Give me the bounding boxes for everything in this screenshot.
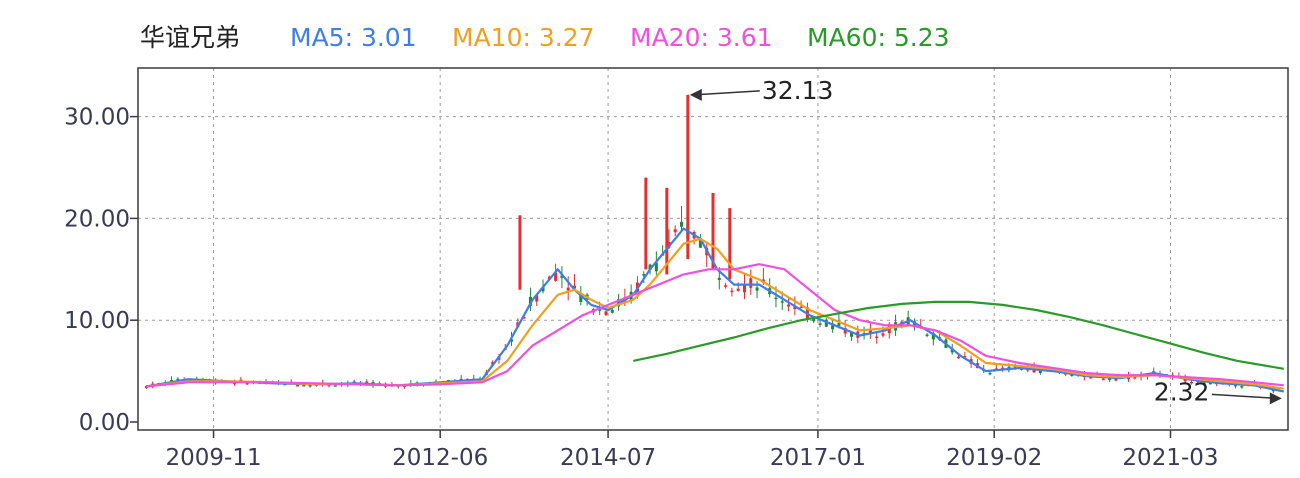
legend-ma10: MA10: 3.27 <box>452 23 595 52</box>
candle-body <box>837 323 841 326</box>
candle-body <box>541 286 545 292</box>
annotations: 32.13 2.32 <box>689 76 1282 406</box>
candle-body <box>560 275 564 278</box>
candle-body <box>925 334 929 337</box>
candle-body <box>875 336 879 338</box>
candle-body <box>1114 378 1118 381</box>
candle-body <box>245 382 249 385</box>
ma-line-0 <box>146 227 1285 393</box>
candle-body <box>900 321 904 324</box>
annotation-arrowhead <box>689 88 702 101</box>
candle-body <box>644 177 648 270</box>
candle-body <box>818 323 822 325</box>
x-tick-label: 2014-07 <box>560 445 656 471</box>
candle-body <box>711 192 715 270</box>
candle-body <box>1108 378 1112 380</box>
candle-body <box>1202 382 1206 385</box>
candle-body <box>1101 378 1105 381</box>
ma-line-1 <box>146 237 1284 390</box>
candlesticks <box>144 94 1275 394</box>
candle-body <box>912 321 916 328</box>
annotation-max-label: 32.13 <box>762 76 834 105</box>
chart-title: 华谊兄弟 <box>140 23 240 52</box>
candle-body <box>302 385 306 387</box>
candle-body <box>787 304 791 307</box>
candle-body <box>491 362 495 365</box>
x-tick-label: 2009-11 <box>165 445 261 471</box>
ma-line-3 <box>633 300 1284 370</box>
y-tick-label: 0.00 <box>79 410 130 436</box>
candle-body <box>365 381 369 384</box>
candle-body <box>749 278 753 288</box>
y-axis: 0.00 10.00 20.00 30.00 <box>64 105 138 436</box>
candle-body <box>724 285 728 287</box>
candle-body <box>957 356 961 359</box>
candle-body <box>736 288 740 291</box>
candle-body <box>510 339 514 342</box>
x-tick-label: 2012-06 <box>392 445 488 471</box>
candle-body <box>566 287 570 291</box>
candle-body <box>698 238 702 248</box>
ma-line-2 <box>146 263 1284 388</box>
candle-body <box>988 372 992 375</box>
candle-body <box>144 386 148 389</box>
candle-body <box>648 264 652 271</box>
candle-body <box>774 297 778 300</box>
candle-body <box>728 208 732 280</box>
candle-body <box>831 323 835 330</box>
candle-body <box>755 287 759 291</box>
legend-ma60: MA60: 5.23 <box>807 23 950 52</box>
candle-body <box>518 215 522 290</box>
y-tick-label: 10.00 <box>64 308 130 334</box>
candle-body <box>881 333 885 336</box>
candle-body <box>610 309 614 313</box>
candle-body <box>931 333 935 340</box>
legend-ma5: MA5: 3.01 <box>290 23 417 52</box>
candle-body <box>352 381 356 383</box>
x-tick-label: 2019-02 <box>946 445 1042 471</box>
candle-body <box>812 318 816 322</box>
candle-body <box>868 329 872 335</box>
candle-body <box>554 272 558 281</box>
candle-body <box>654 262 658 272</box>
candle-body <box>295 384 299 387</box>
annotation-arrow-line <box>1211 393 1278 400</box>
ma-lines <box>146 227 1285 393</box>
candle-body <box>1240 386 1244 388</box>
annotation-arrowhead <box>1269 392 1282 405</box>
y-tick-label: 20.00 <box>64 206 130 232</box>
candle-body <box>459 378 463 381</box>
annotation-arrow-line <box>693 90 760 96</box>
candle-body <box>780 301 784 303</box>
candle-body <box>579 293 583 303</box>
candle-body <box>333 385 337 387</box>
y-tick-label: 30.00 <box>64 105 130 131</box>
annotation-last-label: 2.32 <box>1154 377 1210 406</box>
x-tick-label: 2021-03 <box>1122 445 1218 471</box>
x-axis: 2009-11 2012-06 2014-07 2017-01 2019-02 2021-… <box>165 430 1219 471</box>
legend: 华谊兄弟 MA5: 3.01 MA10: 3.27 MA20: 3.61 MA6… <box>140 23 950 52</box>
candle-body <box>742 283 746 293</box>
candle-body <box>824 319 828 327</box>
legend-ma20: MA20: 3.61 <box>630 23 773 52</box>
candle-body <box>1189 381 1193 384</box>
candle-body <box>535 295 539 302</box>
candle-body <box>717 277 721 281</box>
candle-body <box>604 311 608 315</box>
candle-body <box>572 285 576 289</box>
candle-body <box>673 229 677 233</box>
candle-body <box>850 332 854 337</box>
candle-body <box>843 328 847 334</box>
x-tick-label: 2017-01 <box>770 445 866 471</box>
candle-body <box>642 274 646 276</box>
candle-body <box>963 356 967 358</box>
candle-body <box>799 306 803 309</box>
plot-frame <box>137 67 1289 431</box>
candle-body <box>680 221 684 227</box>
candle-body <box>730 290 734 293</box>
candle-body <box>686 94 690 260</box>
candle-body <box>665 187 669 275</box>
candle-body <box>522 317 526 319</box>
